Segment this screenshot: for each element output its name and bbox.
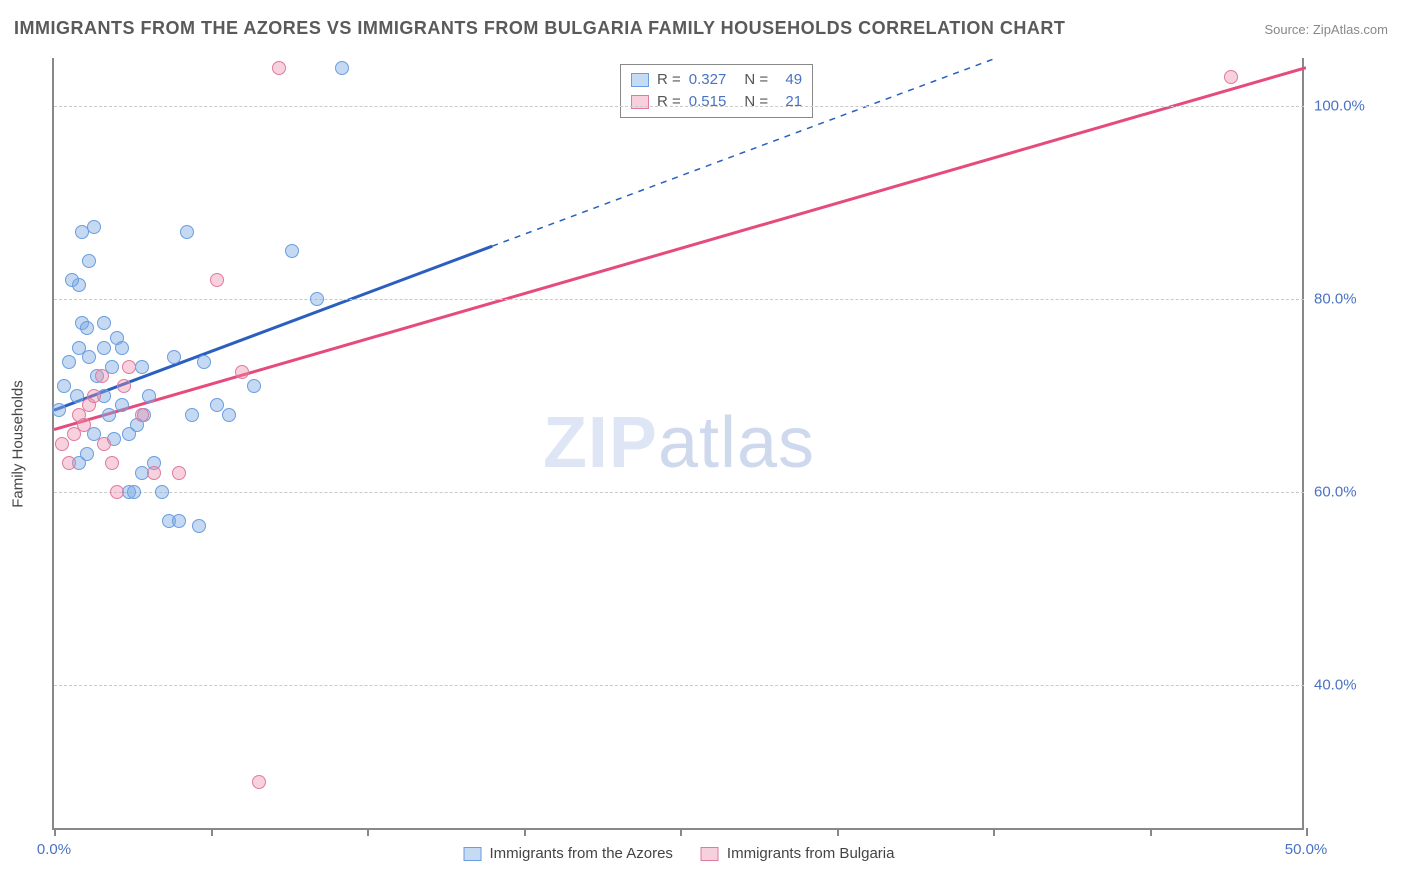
scatter-point xyxy=(172,514,186,528)
scatter-point xyxy=(185,408,199,422)
scatter-point xyxy=(82,350,96,364)
legend-bottom-item: Immigrants from the Azores xyxy=(464,845,673,862)
legend-row: R = 0.327 N = 49 xyxy=(631,69,802,91)
legend-r-value: 0.327 xyxy=(689,69,727,91)
series-legend: Immigrants from the Azores Immigrants fro… xyxy=(464,845,895,862)
x-tick xyxy=(524,828,526,836)
legend-n-value: 21 xyxy=(776,91,802,113)
x-tick xyxy=(993,828,995,836)
chart-title: IMMIGRANTS FROM THE AZORES VS IMMIGRANTS… xyxy=(14,18,1065,39)
scatter-point xyxy=(335,61,349,75)
scatter-point xyxy=(142,389,156,403)
scatter-point xyxy=(247,379,261,393)
scatter-point xyxy=(62,355,76,369)
scatter-point xyxy=(117,379,131,393)
scatter-point xyxy=(147,466,161,480)
source-prefix: Source: xyxy=(1264,22,1312,37)
scatter-point xyxy=(52,403,66,417)
scatter-point xyxy=(57,379,71,393)
legend-r-label: R = xyxy=(657,91,681,113)
gridline xyxy=(54,106,1304,107)
scatter-point xyxy=(197,355,211,369)
legend-n-value: 49 xyxy=(776,69,802,91)
x-tick xyxy=(1150,828,1152,836)
scatter-point xyxy=(180,225,194,239)
gridline xyxy=(54,685,1304,686)
scatter-point xyxy=(95,369,109,383)
legend-n-label: N = xyxy=(744,69,768,91)
x-tick-label: 0.0% xyxy=(37,841,71,858)
gridline xyxy=(54,299,1304,300)
x-tick xyxy=(367,828,369,836)
scatter-point xyxy=(135,360,149,374)
x-tick xyxy=(54,828,56,836)
scatter-point xyxy=(97,341,111,355)
legend-series-name: Immigrants from Bulgaria xyxy=(727,845,895,862)
scatter-point xyxy=(65,273,79,287)
scatter-point xyxy=(155,485,169,499)
scatter-point xyxy=(1224,70,1238,84)
y-tick-label: 80.0% xyxy=(1314,291,1378,308)
scatter-point xyxy=(70,389,84,403)
watermark: ZIPatlas xyxy=(543,402,815,484)
right-axis-line xyxy=(1302,58,1304,828)
legend-r-label: R = xyxy=(657,69,681,91)
legend-swatch xyxy=(464,847,482,861)
scatter-point xyxy=(310,292,324,306)
legend-row: R = 0.515 N = 21 xyxy=(631,91,802,113)
x-tick-label: 50.0% xyxy=(1285,841,1328,858)
legend-swatch xyxy=(631,73,649,87)
scatter-point xyxy=(115,398,129,412)
correlation-legend: R = 0.327 N = 49 R = 0.515 N = 21 xyxy=(620,64,813,118)
x-tick xyxy=(211,828,213,836)
watermark-thin: atlas xyxy=(658,403,815,483)
y-axis-label: Family Households xyxy=(10,380,27,508)
scatter-point xyxy=(167,350,181,364)
scatter-point xyxy=(122,360,136,374)
scatter-point xyxy=(285,244,299,258)
source-name: ZipAtlas.com xyxy=(1313,22,1388,37)
scatter-point xyxy=(115,341,129,355)
y-tick-label: 40.0% xyxy=(1314,677,1378,694)
gridline xyxy=(54,492,1304,493)
chart-plot-area: ZIPatlas R =0.327N =49R =0.515N =21 Immi… xyxy=(52,58,1304,830)
scatter-point xyxy=(110,485,124,499)
legend-bottom-item: Immigrants from Bulgaria xyxy=(701,845,895,862)
scatter-point xyxy=(82,254,96,268)
scatter-point xyxy=(127,485,141,499)
x-tick xyxy=(680,828,682,836)
scatter-point xyxy=(235,365,249,379)
source-credit: Source: ZipAtlas.com xyxy=(1264,22,1388,37)
scatter-point xyxy=(62,456,76,470)
regression-lines-layer xyxy=(54,58,1306,830)
scatter-point xyxy=(105,456,119,470)
watermark-bold: ZIP xyxy=(543,403,658,483)
scatter-point xyxy=(252,775,266,789)
x-tick xyxy=(837,828,839,836)
legend-series-name: Immigrants from the Azores xyxy=(490,845,673,862)
scatter-point xyxy=(87,220,101,234)
scatter-point xyxy=(135,408,149,422)
scatter-point xyxy=(77,418,91,432)
scatter-point xyxy=(55,437,69,451)
x-tick xyxy=(1306,828,1308,836)
scatter-point xyxy=(102,408,116,422)
scatter-point xyxy=(210,273,224,287)
legend-r-value: 0.515 xyxy=(689,91,727,113)
scatter-point xyxy=(172,466,186,480)
scatter-point xyxy=(222,408,236,422)
scatter-point xyxy=(192,519,206,533)
legend-n-label: N = xyxy=(744,91,768,113)
scatter-point xyxy=(80,321,94,335)
y-tick-label: 60.0% xyxy=(1314,484,1378,501)
legend-swatch xyxy=(701,847,719,861)
scatter-point xyxy=(97,316,111,330)
scatter-point xyxy=(87,389,101,403)
scatter-point xyxy=(210,398,224,412)
scatter-point xyxy=(272,61,286,75)
y-tick-label: 100.0% xyxy=(1314,98,1378,115)
scatter-point xyxy=(80,447,94,461)
scatter-point xyxy=(97,437,111,451)
